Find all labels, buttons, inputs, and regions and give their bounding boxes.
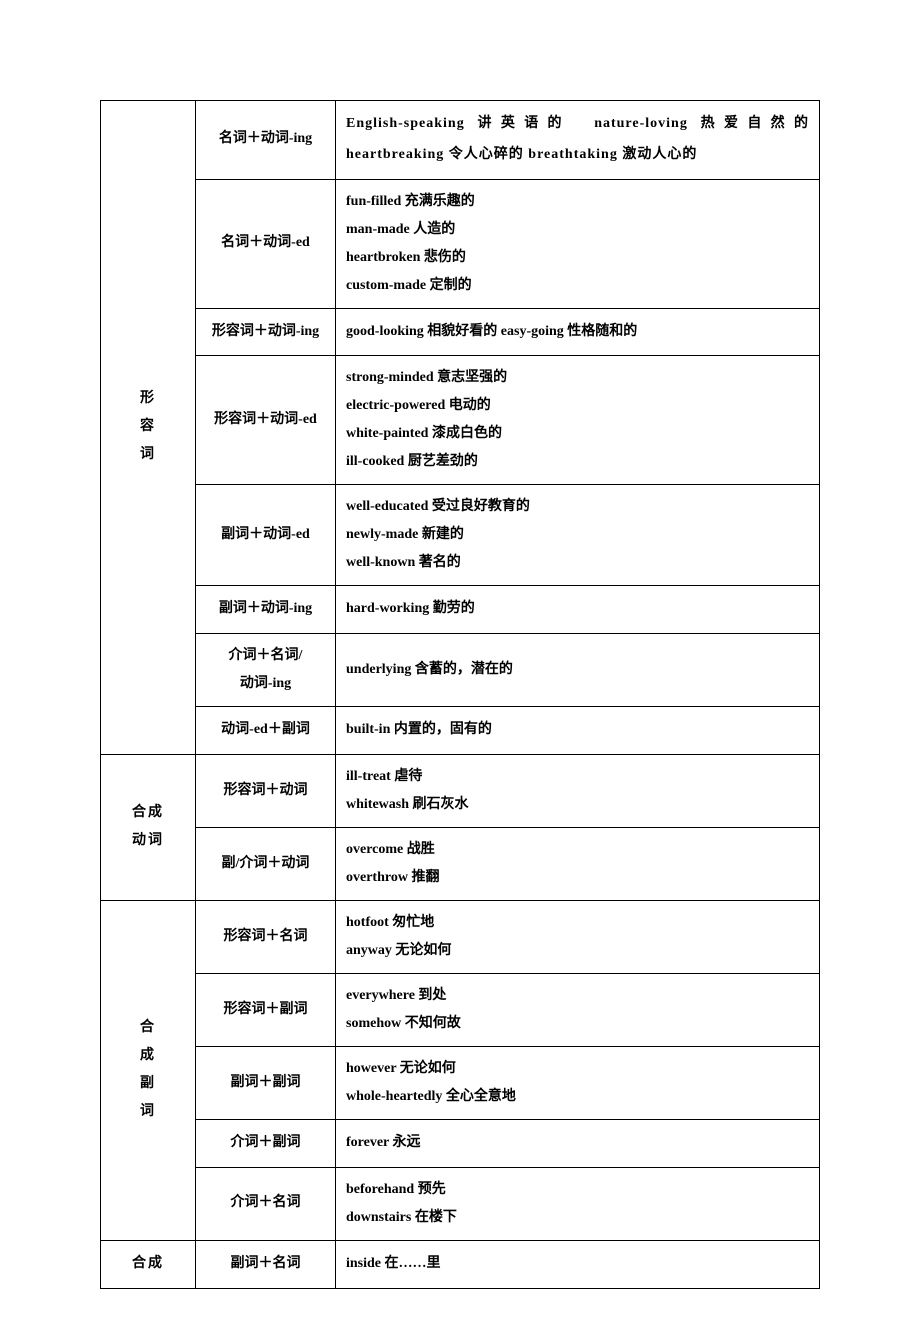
pattern-cell: 形容词＋副词 [196, 973, 336, 1046]
category-label: 词 [111, 441, 185, 469]
category-label: 形 [111, 385, 185, 413]
examples-cell: beforehand 预先downstairs 在楼下 [336, 1167, 820, 1240]
pattern-cell: 形容词＋动词-ed [196, 356, 336, 485]
pattern-cell: 介词＋副词 [196, 1119, 336, 1167]
pattern-cell: 形容词＋名词 [196, 900, 336, 973]
pattern-cell: 介词＋名词 [196, 1167, 336, 1240]
table-row: 介词＋名词/动词-ingunderlying 含蓄的，潜在的 [101, 634, 820, 707]
table-row: 副词＋动词-inghard-working 勤劳的 [101, 586, 820, 634]
category-label: 合 [111, 1014, 185, 1042]
example-text: ill-cooked 厨艺差劲的 [346, 448, 809, 476]
pattern-cell: 名词＋动词-ed [196, 179, 336, 308]
examples-cell: ill-treat 虐待whitewash 刷石灰水 [336, 754, 820, 827]
example-text: overcome 战胜 [346, 836, 809, 864]
examples-cell: overcome 战胜overthrow 推翻 [336, 827, 820, 900]
table-row: 副词＋副词however 无论如何whole-heartedly 全心全意地 [101, 1046, 820, 1119]
category-label: 动词 [111, 827, 185, 855]
pattern-cell: 副词＋名词 [196, 1240, 336, 1288]
pattern-label: 动词-ing [206, 670, 325, 698]
example-text: custom-made 定制的 [346, 272, 809, 300]
category-cell: 合成副词 [101, 900, 196, 1240]
examples-cell: forever 永远 [336, 1119, 820, 1167]
table-row: 合成副词＋名词inside 在……里 [101, 1240, 820, 1288]
table-row: 名词＋动词-edfun-filled 充满乐趣的man-made 人造的hear… [101, 179, 820, 308]
table-row: 形容词＋动词-inggood-looking 相貌好看的 easy-going … [101, 308, 820, 356]
example-text: overthrow 推翻 [346, 864, 809, 892]
category-label: 词 [111, 1098, 185, 1126]
examples-cell: strong-minded 意志坚强的electric-powered 电动的w… [336, 356, 820, 485]
example-text: beforehand 预先 [346, 1176, 809, 1204]
table-row: 形容词名词＋动词-ingEnglish-speaking 讲英语的 nature… [101, 101, 820, 180]
category-cell: 形容词 [101, 101, 196, 755]
pattern-cell: 副词＋副词 [196, 1046, 336, 1119]
example-text: electric-powered 电动的 [346, 392, 809, 420]
example-text: whole-heartedly 全心全意地 [346, 1083, 809, 1111]
pattern-cell: 动词-ed＋副词 [196, 707, 336, 755]
table-row: 形容词＋动词-edstrong-minded 意志坚强的electric-pow… [101, 356, 820, 485]
table-row: 介词＋副词forever 永远 [101, 1119, 820, 1167]
table-row: 介词＋名词beforehand 预先downstairs 在楼下 [101, 1167, 820, 1240]
examples-cell: fun-filled 充满乐趣的man-made 人造的heartbroken … [336, 179, 820, 308]
example-text: well-educated 受过良好教育的 [346, 493, 809, 521]
pattern-cell: 形容词＋动词-ing [196, 308, 336, 356]
example-text: hotfoot 匆忙地 [346, 909, 809, 937]
pattern-cell: 副/介词＋动词 [196, 827, 336, 900]
table-row: 动词-ed＋副词built-in 内置的，固有的 [101, 707, 820, 755]
example-text: heartbroken 悲伤的 [346, 244, 809, 272]
examples-cell: hotfoot 匆忙地anyway 无论如何 [336, 900, 820, 973]
category-label: 容 [111, 413, 185, 441]
examples-cell: however 无论如何whole-heartedly 全心全意地 [336, 1046, 820, 1119]
table-row: 副/介词＋动词overcome 战胜overthrow 推翻 [101, 827, 820, 900]
example-text: newly-made 新建的 [346, 521, 809, 549]
examples-cell: everywhere 到处somehow 不知何故 [336, 973, 820, 1046]
category-cell: 合成动词 [101, 754, 196, 900]
category-label: 合成 [111, 1250, 185, 1278]
table-row: 合成副词形容词＋名词hotfoot 匆忙地anyway 无论如何 [101, 900, 820, 973]
pattern-cell: 名词＋动词-ing [196, 101, 336, 180]
table-row: 形容词＋副词everywhere 到处somehow 不知何故 [101, 973, 820, 1046]
examples-cell: built-in 内置的，固有的 [336, 707, 820, 755]
examples-cell: hard-working 勤劳的 [336, 586, 820, 634]
pattern-cell: 形容词＋动词 [196, 754, 336, 827]
pattern-cell: 副词＋动词-ed [196, 485, 336, 586]
compound-words-table: 形容词名词＋动词-ingEnglish-speaking 讲英语的 nature… [100, 100, 820, 1289]
table-body: 形容词名词＋动词-ingEnglish-speaking 讲英语的 nature… [101, 101, 820, 1289]
pattern-cell: 副词＋动词-ing [196, 586, 336, 634]
examples-cell: good-looking 相貌好看的 easy-going 性格随和的 [336, 308, 820, 356]
example-text: anyway 无论如何 [346, 937, 809, 965]
examples-cell: underlying 含蓄的，潜在的 [336, 634, 820, 707]
example-text: white-painted 漆成白色的 [346, 420, 809, 448]
category-cell: 合成 [101, 1240, 196, 1288]
category-label: 成 [111, 1042, 185, 1070]
category-label: 合成 [111, 799, 185, 827]
example-text: downstairs 在楼下 [346, 1204, 809, 1232]
pattern-label: 介词＋名词/ [206, 642, 325, 670]
examples-cell: English-speaking 讲英语的 nature-loving 热爱自然… [336, 101, 820, 180]
examples-cell: well-educated 受过良好教育的newly-made 新建的well-… [336, 485, 820, 586]
pattern-cell: 介词＋名词/动词-ing [196, 634, 336, 707]
table-row: 副词＋动词-edwell-educated 受过良好教育的newly-made … [101, 485, 820, 586]
example-text: well-known 著名的 [346, 549, 809, 577]
example-text: whitewash 刷石灰水 [346, 791, 809, 819]
example-text: man-made 人造的 [346, 216, 809, 244]
example-text: ill-treat 虐待 [346, 763, 809, 791]
example-text: everywhere 到处 [346, 982, 809, 1010]
examples-cell: inside 在……里 [336, 1240, 820, 1288]
example-text: fun-filled 充满乐趣的 [346, 188, 809, 216]
example-text: strong-minded 意志坚强的 [346, 364, 809, 392]
category-label: 副 [111, 1070, 185, 1098]
example-text: however 无论如何 [346, 1055, 809, 1083]
example-text: somehow 不知何故 [346, 1010, 809, 1038]
table-row: 合成动词形容词＋动词ill-treat 虐待whitewash 刷石灰水 [101, 754, 820, 827]
